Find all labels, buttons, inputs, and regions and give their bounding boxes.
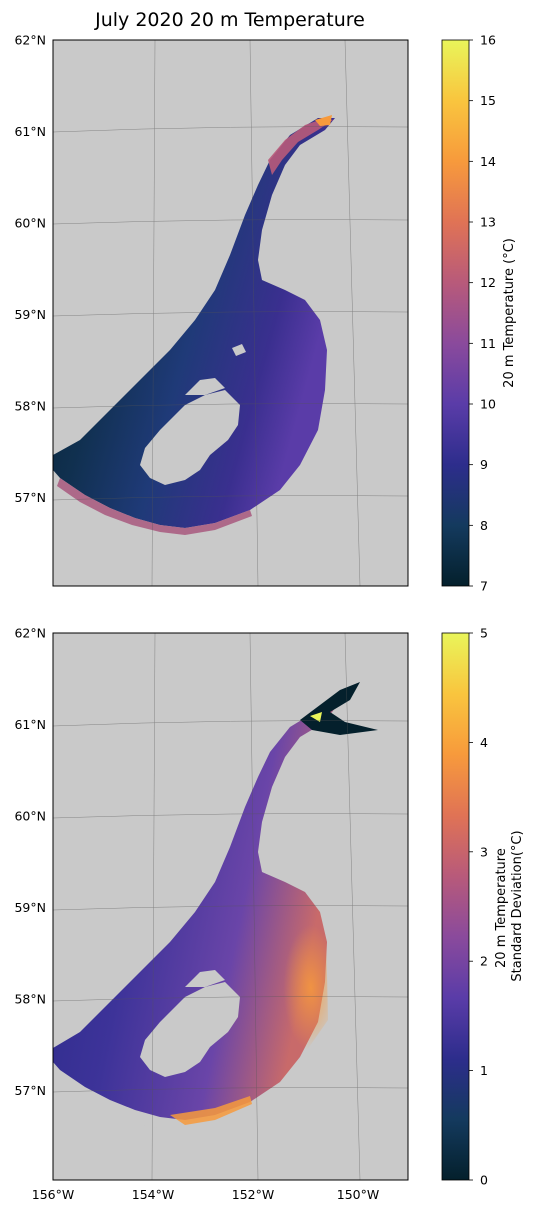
colorbar-tick-label: 14 [480,154,496,169]
colorbar-label-line: 20 m Temperature [494,848,509,968]
colorbar-tick-label: 9 [480,457,488,472]
afognak-island [185,378,225,395]
barren-islands [232,344,246,356]
latitude-label: 62°N [14,626,46,641]
knik-arm-dark [300,682,378,735]
latitude-label: 60°N [14,809,46,824]
colorbar-swatch [441,39,470,587]
colorbar-tick-label: 1 [480,1063,488,1078]
colorbar-tick-label: 3 [480,844,488,859]
latitude-label: 60°N [14,216,46,231]
kodiak-island [140,982,240,1077]
figure-title: July 2020 20 m Temperature [94,9,365,31]
colorbar-tick-label: 15 [480,93,496,108]
latitude-labels: 62°N 61°N 60°N 59°N 58°N 57°N [14,626,46,1099]
colorbar-label-line: 20 m Temperature (°C) [502,238,517,388]
shuyak-island [118,533,160,552]
latitude-label: 57°N [14,1083,46,1098]
longitude-label: 154°W [132,1187,174,1202]
colorbar-tick-label: 8 [480,518,488,533]
longitude-label: 150°W [337,1187,379,1202]
southern-rim-warm [57,478,252,535]
colorbar-tick-label: 16 [480,33,496,48]
graticule [53,633,408,1180]
std-dev-map-panel: 62°N 61°N 60°N 59°N 58°N 57°N 156°W 154°W 152°W… [14,626,409,1202]
colorbar-tick-label: 7 [480,579,488,594]
map-frame [52,39,409,587]
colorbar-tick-label: 11 [480,336,496,351]
longitude-label: 152°W [232,1187,274,1202]
latitude-label: 59°N [14,900,46,915]
latitude-label: 59°N [14,307,46,322]
latitude-label: 61°N [14,717,46,732]
colorbar-ticks: 0 1 2 3 4 5 [469,626,488,1188]
colorbar-tick-label: 5 [480,626,488,641]
std-dev-colorbar: 0 1 2 3 4 5 20 m Temperature Standard Deviati… [441,626,525,1188]
std-hotspot [250,880,328,1060]
southern-rim-hot [170,1096,252,1125]
temperature-map-panel: 62°N 61°N 60°N 59°N 58°N 57°N [14,33,409,587]
colorbar-tick-label: 10 [480,397,496,412]
latitude-label: 58°N [14,399,46,414]
colorbar-tick-label: 2 [480,954,488,969]
colorbar-tick-label: 12 [480,275,496,290]
latitude-labels: 62°N 61°N 60°N 59°N 58°N 57°N [14,33,46,506]
colorbar-label: 20 m Temperature (°C) [502,238,517,388]
temperature-colorbar: 7 8 9 10 11 12 13 14 15 16 20 m Temperature (°C) [441,33,517,594]
latitude-label: 58°N [14,992,46,1007]
colorbar-label: 20 m Temperature Standard Deviation(°C) [494,830,525,981]
knik-arm-hot [310,712,322,722]
colorbar-tick-label: 0 [480,1173,488,1188]
colorbar-ticks: 7 8 9 10 11 12 13 14 15 16 [469,33,496,594]
cook-inlet-water [53,118,335,528]
colorbar-tick-label: 4 [480,735,488,750]
longitude-label: 156°W [32,1187,74,1202]
kodiak-island [140,390,240,485]
colorbar-swatch [441,632,470,1181]
afognak-island [185,970,225,987]
shuyak-island [118,1125,160,1144]
latitude-label: 62°N [14,33,46,48]
latitude-label: 57°N [14,490,46,505]
graticule [53,40,408,586]
latitude-label: 61°N [14,124,46,139]
knik-arm-warm [315,115,332,126]
map-frame [52,632,409,1181]
colorbar-label-line: Standard Deviation(°C) [510,830,525,981]
longitude-labels: 156°W 154°W 152°W 150°W [32,1187,379,1202]
colorbar-tick-label: 13 [480,215,496,230]
